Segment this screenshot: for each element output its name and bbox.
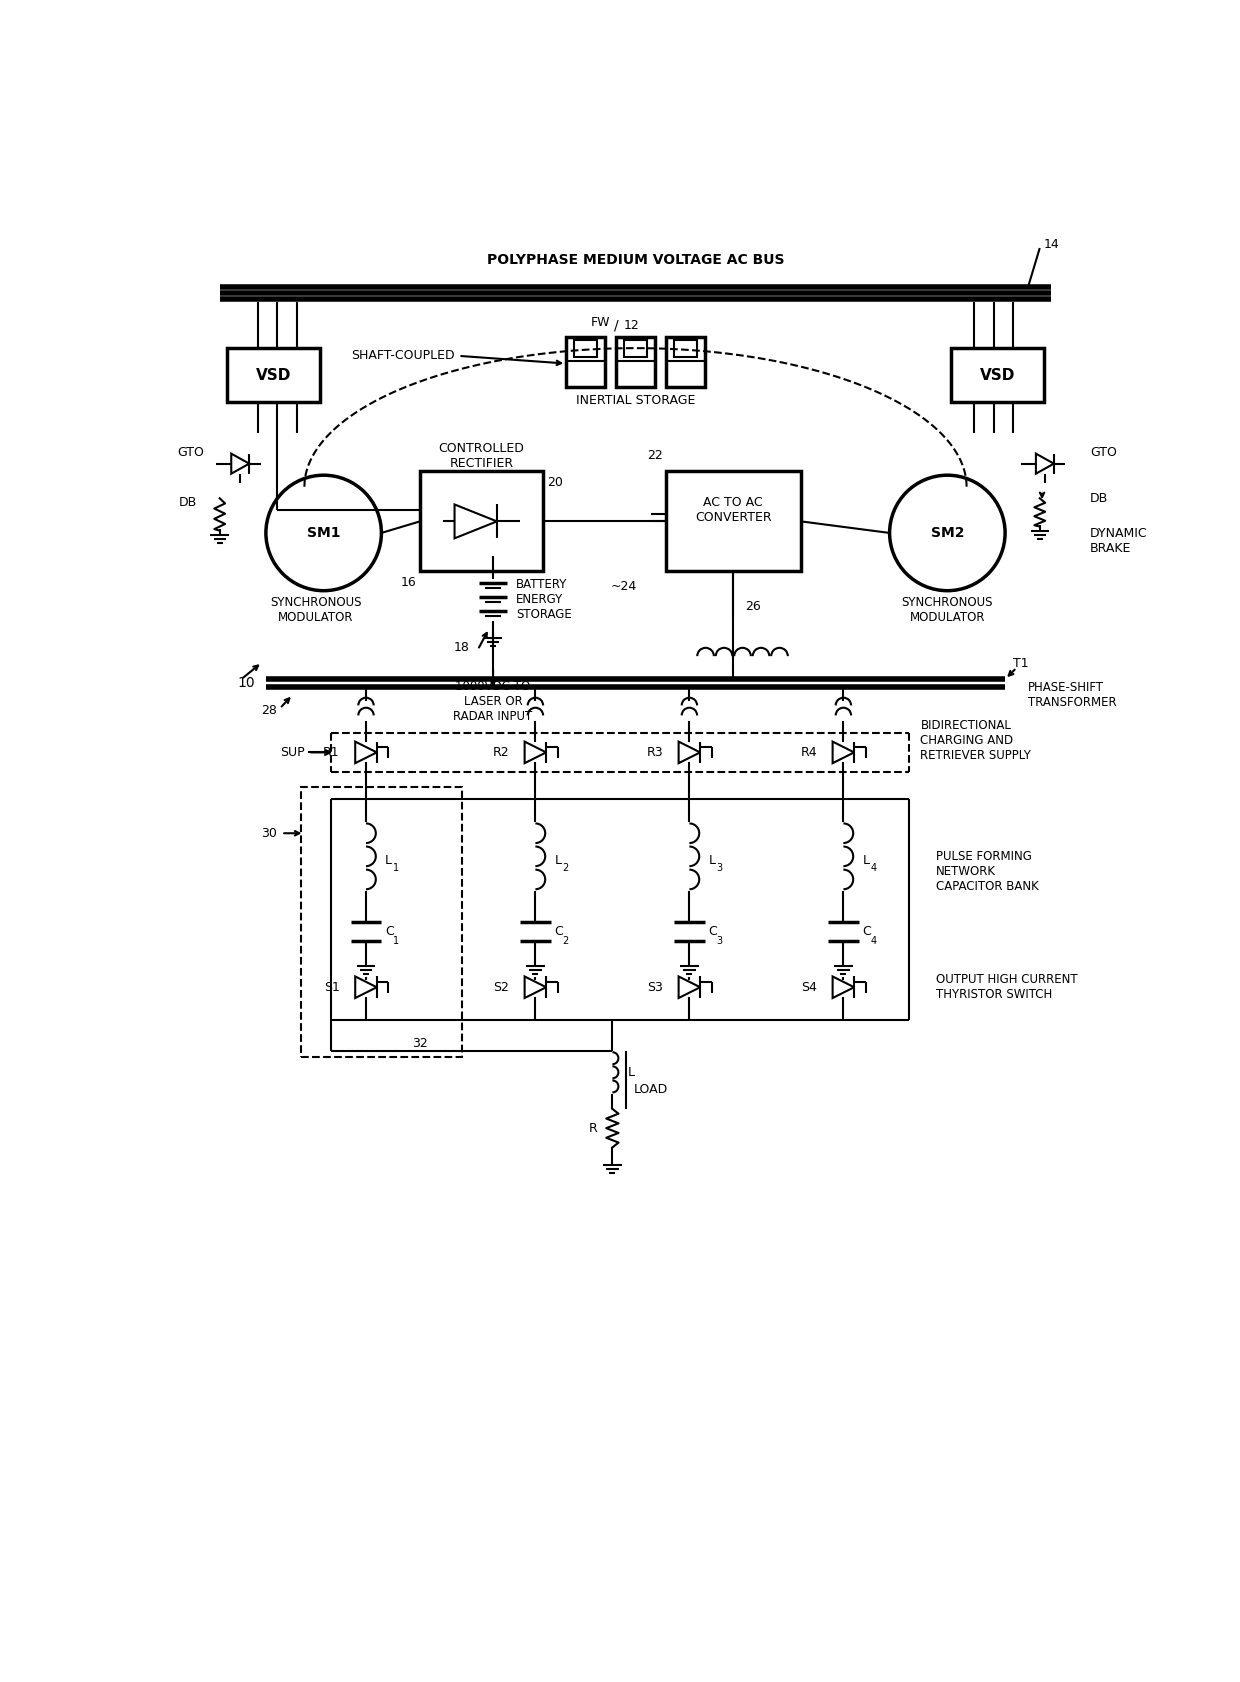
Text: S1: S1: [324, 981, 340, 994]
Bar: [666, 336, 704, 387]
Text: POLYPHASE MEDIUM VOLTAGE AC BUS: POLYPHASE MEDIUM VOLTAGE AC BUS: [487, 252, 784, 266]
Bar: [624, 340, 647, 357]
Text: 32: 32: [412, 1036, 428, 1050]
Text: 1: 1: [393, 863, 399, 873]
Text: R3: R3: [646, 745, 663, 759]
Text: CONTROLLED
RECTIFIER: CONTROLLED RECTIFIER: [439, 442, 525, 469]
Text: 2: 2: [563, 937, 569, 945]
Bar: [675, 340, 697, 357]
Text: PHASE-SHIFT
TRANSFORMER: PHASE-SHIFT TRANSFORMER: [1028, 681, 1117, 708]
Bar: [574, 340, 596, 357]
Bar: [567, 336, 605, 387]
Text: LOAD: LOAD: [634, 1083, 668, 1097]
Text: S4: S4: [801, 981, 817, 994]
Text: S2: S2: [494, 981, 510, 994]
Text: C: C: [554, 925, 563, 937]
Text: 20: 20: [547, 476, 563, 489]
Text: 12: 12: [624, 318, 640, 331]
Text: ~24: ~24: [611, 580, 637, 594]
Text: 22: 22: [647, 449, 662, 463]
Text: GTO: GTO: [177, 446, 205, 459]
Text: 1000VDC TO
LASER OR
RADAR INPUT: 1000VDC TO LASER OR RADAR INPUT: [454, 680, 533, 723]
Text: 3: 3: [717, 863, 723, 873]
Text: SYNCHRONOUS
MODULATOR: SYNCHRONOUS MODULATOR: [270, 595, 362, 624]
Text: C: C: [863, 925, 872, 937]
Text: R: R: [588, 1122, 596, 1135]
Text: L: L: [708, 854, 715, 866]
Text: DB: DB: [1090, 491, 1109, 505]
Text: SM1: SM1: [306, 526, 341, 540]
Bar: [951, 348, 1044, 402]
Text: 26: 26: [745, 599, 760, 612]
Text: L: L: [386, 854, 392, 866]
Text: GTO: GTO: [1090, 446, 1117, 459]
Text: SYNCHRONOUS
MODULATOR: SYNCHRONOUS MODULATOR: [901, 595, 993, 624]
Bar: [227, 348, 320, 402]
Text: 1: 1: [393, 937, 399, 945]
Text: 3: 3: [717, 937, 723, 945]
Text: 10: 10: [238, 676, 255, 690]
Text: VSD: VSD: [980, 368, 1016, 382]
Text: 16: 16: [401, 577, 417, 589]
Text: L: L: [554, 854, 562, 866]
Text: BIDIRECTIONAL
CHARGING AND
RETRIEVER SUPPLY: BIDIRECTIONAL CHARGING AND RETRIEVER SUP…: [920, 720, 1032, 762]
Text: 4: 4: [870, 863, 877, 873]
Bar: [616, 336, 655, 387]
Text: DYNAMIC
BRAKE: DYNAMIC BRAKE: [1090, 526, 1147, 555]
Text: R2: R2: [492, 745, 510, 759]
Text: SHAFT-COUPLED: SHAFT-COUPLED: [351, 350, 455, 362]
Text: S3: S3: [647, 981, 663, 994]
Text: 4: 4: [870, 937, 877, 945]
Text: SUP: SUP: [280, 745, 304, 759]
Text: 30: 30: [262, 828, 278, 839]
Text: INERTIAL STORAGE: INERTIAL STORAGE: [575, 394, 696, 407]
Text: L: L: [863, 854, 869, 866]
Text: 14: 14: [1043, 237, 1059, 251]
Text: 28: 28: [262, 703, 278, 717]
Text: C: C: [708, 925, 718, 937]
Text: VSD: VSD: [255, 368, 291, 382]
Text: /: /: [614, 318, 619, 331]
Text: R1: R1: [324, 745, 340, 759]
Bar: [300, 787, 463, 1056]
Text: PULSE FORMING
NETWORK
CAPACITOR BANK: PULSE FORMING NETWORK CAPACITOR BANK: [936, 849, 1039, 893]
Text: OUTPUT HIGH CURRENT
THYRISTOR SWITCH: OUTPUT HIGH CURRENT THYRISTOR SWITCH: [936, 974, 1078, 1001]
Text: BATTERY
ENERGY
STORAGE: BATTERY ENERGY STORAGE: [516, 579, 572, 621]
Text: 2: 2: [563, 863, 569, 873]
Bar: [666, 471, 801, 572]
Text: C: C: [386, 925, 394, 937]
Text: 18: 18: [454, 641, 470, 654]
Text: DB: DB: [179, 496, 197, 508]
Text: AC TO AC
CONVERTER: AC TO AC CONVERTER: [694, 496, 771, 523]
Text: L: L: [627, 1066, 635, 1080]
Text: R4: R4: [801, 745, 817, 759]
Text: SM2: SM2: [930, 526, 965, 540]
Text: T1: T1: [1013, 658, 1028, 671]
Text: FW: FW: [591, 316, 610, 330]
Bar: [420, 471, 543, 572]
